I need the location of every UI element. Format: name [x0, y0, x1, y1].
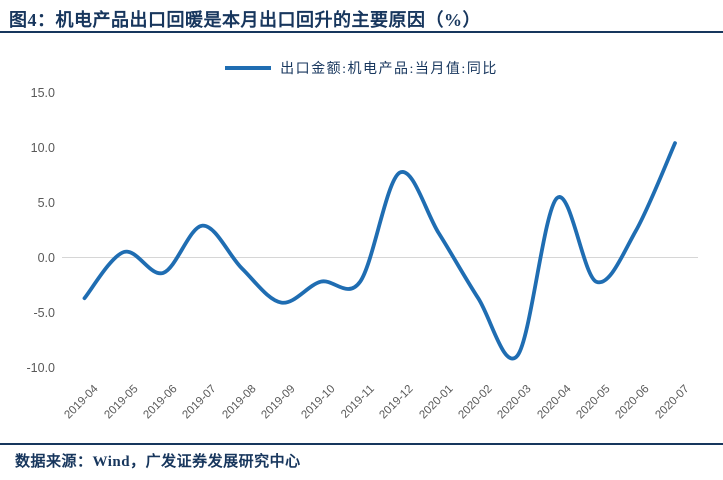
- y-axis-tick-label: 15.0: [30, 85, 55, 100]
- x-axis-tick-label: 2019-11: [338, 383, 377, 421]
- x-axis-tick-label: 2020-04: [535, 383, 574, 422]
- footer-divider: [0, 443, 723, 445]
- legend-label: 出口金额:机电产品:当月值:同比: [280, 62, 498, 77]
- x-axis-tick-label: 2019-05: [102, 383, 141, 422]
- x-axis-tick-label: 2019-06: [141, 383, 180, 422]
- x-axis-tick-label: 2019-10: [298, 383, 338, 422]
- x-axis-tick-label: 2020-01: [416, 383, 456, 422]
- y-axis-tick-label: 0.0: [37, 250, 55, 265]
- x-axis-tick-label: 2020-05: [574, 383, 613, 422]
- title-divider: [0, 31, 723, 33]
- x-axis-tick-label: 2020-07: [653, 383, 692, 422]
- x-axis-tick-label: 2019-04: [62, 383, 101, 422]
- series-line: [82, 141, 677, 361]
- chart-legend: 出口金额:机电产品:当月值:同比: [0, 58, 723, 78]
- data-source-note: 数据来源：Wind，广发证券发展研究中心: [15, 454, 301, 470]
- x-axis-tick-label: 2020-03: [495, 383, 535, 422]
- x-axis-tick-label: 2019-07: [180, 383, 220, 422]
- legend-line-marker: [225, 66, 272, 70]
- y-axis-tick-label: 5.0: [37, 195, 55, 210]
- x-axis-tick-label: 2019-12: [377, 383, 416, 422]
- y-axis-tick-label: 10.0: [30, 140, 55, 155]
- x-axis-tick-label: 2020-02: [456, 383, 495, 422]
- x-axis-tick-label: 2020-06: [613, 383, 653, 422]
- x-axis-tick-label: 2019-08: [220, 383, 259, 422]
- y-axis-tick-label: -5.0: [33, 305, 55, 320]
- y-axis-tick-label: -10.0: [26, 360, 56, 375]
- x-axis-tick-label: 2019-09: [259, 383, 298, 422]
- page-title: 图4：机电产品出口回暖是本月出口回升的主要原因（%）: [9, 10, 481, 30]
